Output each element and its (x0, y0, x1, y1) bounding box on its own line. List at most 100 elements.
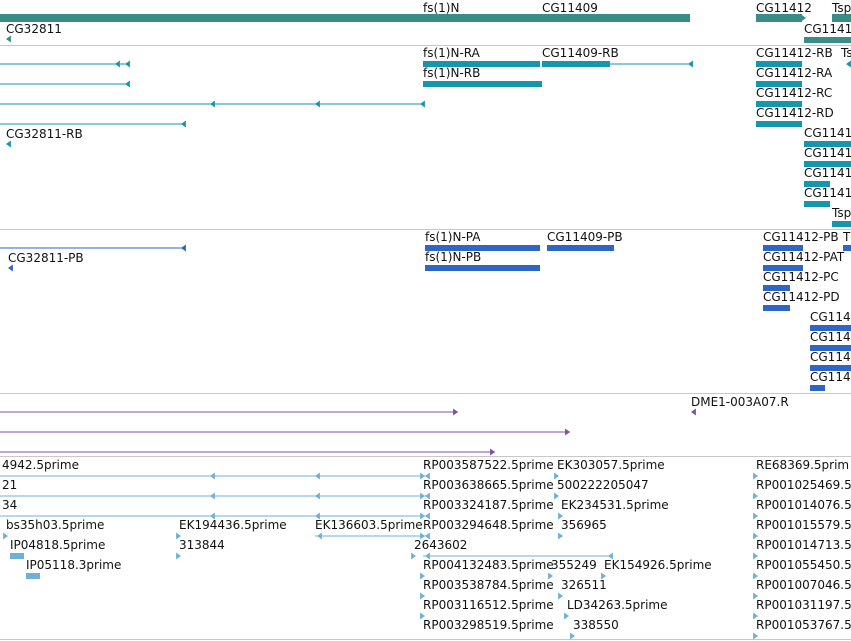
est-ek154926[interactable] (601, 572, 606, 580)
tx-cg32811-rb-label[interactable]: CG32811-RB (6, 127, 83, 141)
est-4942[interactable] (0, 472, 430, 480)
est-ip05118[interactable] (26, 573, 40, 579)
tx-cg11412-rd-label[interactable]: CG11412-RD (756, 106, 834, 120)
est-rp001031197-label[interactable]: RP001031197.5 (756, 598, 851, 612)
clone-dme1-label[interactable]: DME1-003A07.R (691, 395, 789, 409)
tx-cg1141-b[interactable] (804, 161, 851, 167)
est-ip05118-label[interactable]: IP05118.3prime (26, 558, 122, 572)
est-313844-label[interactable]: 313844 (179, 538, 225, 552)
pp-cg11409-pb[interactable] (547, 245, 614, 251)
est-21-label[interactable]: 21 (2, 478, 18, 492)
tx-cg1141-d-label[interactable]: CG1141 (804, 186, 851, 200)
est-313844[interactable] (176, 552, 181, 560)
est-500222205047[interactable] (554, 492, 559, 500)
est-34-label[interactable]: 34 (2, 498, 18, 512)
est-rp003324187[interactable] (420, 512, 425, 520)
est-ek234531-label[interactable]: EK234531.5prime (561, 498, 669, 512)
tx-fs1n-ra-label[interactable]: fs(1)N-RA (423, 46, 480, 60)
pp-fs1n-pa-label[interactable]: fs(1)N-PA (425, 230, 481, 244)
est-ek136603-label[interactable]: EK136603.5prime (315, 518, 423, 532)
tx-tsp-label[interactable]: Tsp (832, 206, 851, 220)
est-338550-label[interactable]: 338550 (573, 618, 619, 632)
pp-cg11412-pa-label[interactable]: CG11412-PAT (763, 250, 845, 264)
tx-fs1n-rb-label[interactable]: fs(1)N-RB (423, 66, 481, 80)
pp-cg11412-pb[interactable] (763, 245, 803, 251)
est-rp001025469-label[interactable]: RP001025469.5 (756, 478, 851, 492)
tx-cg32811-rb[interactable] (6, 140, 11, 148)
tx-left-3[interactable] (0, 100, 425, 108)
est-500222205047-label[interactable]: 500222205047 (557, 478, 649, 492)
pp-cg11412-pc-label[interactable]: CG11412-PC (763, 270, 839, 284)
est-ld34263-label[interactable]: LD34263.5prime (567, 598, 668, 612)
gene-cg32811-label[interactable]: CG32811 (6, 22, 62, 36)
tx-fs1n-rb[interactable] (423, 81, 542, 87)
est-rp003587522[interactable] (420, 472, 425, 480)
est-ld34263[interactable] (564, 612, 569, 620)
est-355249-label[interactable]: 355249 (551, 558, 597, 572)
est-ek234531[interactable] (558, 512, 563, 520)
pp-left[interactable] (0, 244, 186, 252)
pp-cg114-a-label[interactable]: CG114 (810, 310, 851, 324)
gene-cg11412-label[interactable]: CG11412 (756, 1, 812, 15)
gene-span-left[interactable] (0, 14, 422, 22)
pp-t[interactable] (843, 245, 851, 251)
est-ek136603[interactable] (315, 532, 430, 540)
gene-cg32811[interactable] (6, 35, 11, 43)
gene-fs1n-label[interactable]: fs(1)N (423, 1, 460, 15)
tx-cg11412-ra-label[interactable]: CG11412-RA (756, 66, 833, 80)
gene-cg1141[interactable] (804, 37, 851, 43)
est-rp003587522-label[interactable]: RP003587522.5prime (423, 458, 554, 472)
tx-left-2[interactable] (0, 80, 130, 88)
est-re68369[interactable] (753, 472, 758, 480)
est-rp003638665-label[interactable]: RP003638665.5prime (423, 478, 554, 492)
pp-fs1n-pa[interactable] (425, 245, 540, 251)
est-rp001055450[interactable] (753, 572, 758, 580)
tx-cg1141-c[interactable] (804, 181, 830, 187)
est-rp001007046-label[interactable]: RP001007046.5 (756, 578, 851, 592)
tx-cg11409-rb[interactable] (542, 60, 693, 68)
est-rp001014076[interactable] (753, 512, 758, 520)
est-re68369-label[interactable]: RE68369.5prim (756, 458, 850, 472)
gene-cg1141-label[interactable]: CG1141 (804, 22, 851, 36)
pp-fs1n-pb[interactable] (425, 265, 540, 271)
est-rp001007046[interactable] (753, 592, 758, 600)
pp-cg11412-pc[interactable] (763, 285, 790, 291)
tx-cg1141-c-label[interactable]: CG1141 (804, 166, 851, 180)
est-rp001025469[interactable] (753, 492, 758, 500)
est-rp001014713[interactable] (753, 552, 758, 560)
pp-cg11412-pa[interactable] (763, 265, 803, 271)
est-4942-label[interactable]: 4942.5prime (2, 458, 79, 472)
est-rp001015579[interactable] (753, 532, 758, 540)
est-rp003538784[interactable] (420, 572, 425, 580)
est-2643602[interactable] (411, 552, 416, 560)
est-rp003324187-label[interactable]: RP003324187.5prime (423, 498, 554, 512)
est-rp001055450-label[interactable]: RP001055450.5 (756, 558, 851, 572)
tx-cg11412-rc-label[interactable]: CG11412-RC (756, 86, 833, 100)
pp-cg11412-pd-label[interactable]: CG11412-PD (763, 290, 840, 304)
est-rp003116512[interactable] (420, 592, 425, 600)
gene-tsp[interactable] (832, 14, 851, 22)
est-rp003294648[interactable] (420, 532, 425, 540)
est-355249[interactable] (548, 572, 553, 580)
pp-cg32811-pb[interactable] (8, 264, 13, 272)
est-bs35h03-label[interactable]: bs35h03.5prime (6, 518, 105, 532)
est-rp003298519[interactable] (420, 612, 425, 620)
clone-1[interactable] (0, 408, 458, 416)
pp-cg11412-pd[interactable] (763, 305, 790, 311)
pp-cg114-d-label[interactable]: CG114 (810, 370, 851, 384)
pp-cg32811-pb-label[interactable]: CG32811-PB (8, 251, 84, 265)
pp-cg114-d[interactable] (810, 385, 825, 391)
est-rp001031197[interactable] (753, 612, 758, 620)
est-ip04818-label[interactable]: IP04818.5prime (10, 538, 106, 552)
tx-cg11412-rc[interactable] (756, 101, 802, 107)
est-rp001014713-label[interactable]: RP001014713.5 (756, 538, 851, 552)
est-356965-label[interactable]: 356965 (561, 518, 607, 532)
tx-cg11412-rb-label[interactable]: CG11412-RB (756, 46, 833, 60)
est-356965[interactable] (558, 532, 563, 540)
tx-ts-label[interactable]: Ts (841, 46, 851, 60)
gene-cg11412[interactable] (756, 14, 806, 22)
clone-2[interactable] (0, 428, 570, 436)
pp-cg114-b-label[interactable]: CG114 (810, 330, 851, 344)
tx-cg1141-a[interactable] (804, 141, 851, 147)
tx-cg1141-a-label[interactable]: CG1141 (804, 126, 851, 140)
